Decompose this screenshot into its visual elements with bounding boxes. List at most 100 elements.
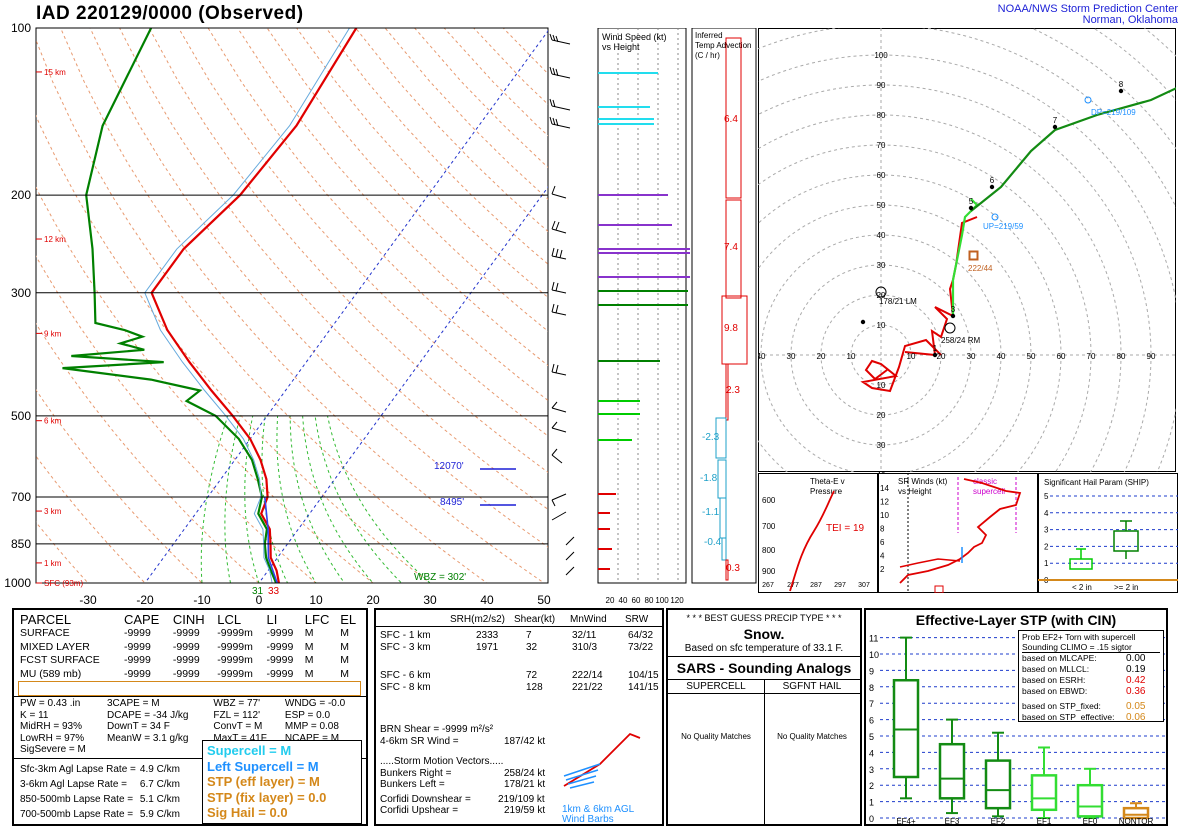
sr-winds-panel: SR Winds (kt) vs Height classic supercel… <box>878 473 1038 593</box>
dry-adiabat <box>237 28 548 367</box>
lapse-row: Sfc-3km Agl Lapse Rate = 4.9 C/km <box>20 762 184 777</box>
ws-bar <box>598 123 654 125</box>
ws-tick: 120 <box>670 596 684 605</box>
index-cell: DCAPE = -34 J/kg <box>107 709 189 721</box>
org-label: NOAA/NWS Storm Prediction Center Norman,… <box>998 4 1178 26</box>
wind-speed-title-2: vs Height <box>602 42 640 52</box>
ws-bar <box>598 439 632 441</box>
parcel-cell: FCST SURFACE <box>20 654 100 666</box>
index-cell: SigSevere = M <box>20 744 86 755</box>
kin-cell: 1971 <box>476 642 499 653</box>
sars-col-divider <box>764 679 765 824</box>
storm-motion-title: .....Storm Motion Vectors..... <box>380 756 504 767</box>
kin-cell: 64/32 <box>628 630 654 641</box>
wind-barbs-column <box>549 33 575 576</box>
hodo-marker-label: 3 <box>951 305 956 314</box>
hodo-marker <box>950 313 956 319</box>
stp-legend-row: based on STP_fixed: 0.05 <box>1022 701 1160 712</box>
sr-y-tick: 4 <box>880 552 885 561</box>
parcel-cell: -9999 <box>123 667 151 680</box>
index-row: SigSevere = M <box>20 744 365 756</box>
stp-box <box>938 742 966 800</box>
parcel-cell: -9999m <box>217 640 253 653</box>
dry-adiabat <box>355 28 548 233</box>
composite-line: Supercell = M <box>207 743 292 758</box>
kin-divider <box>376 626 662 627</box>
ws-bar <box>598 72 658 74</box>
mean-wind-label: 222/44 <box>968 264 993 273</box>
index-cell: ESP = 0.0 <box>284 709 331 721</box>
lapse-cell: 700-500mb Lapse Rate = <box>20 809 134 820</box>
parcel-cell: M <box>304 627 314 639</box>
hodo-x-tick: 30 <box>787 352 796 361</box>
sars-col1-text: No Quality Matches <box>681 732 751 741</box>
stp-box <box>1122 806 1150 820</box>
dry-adiabat <box>36 455 146 583</box>
stp-legend-value: 0.06 <box>1126 712 1146 723</box>
mu-highlight <box>18 681 361 696</box>
corfidi-up-label: Corfidi Upshear = <box>380 805 459 816</box>
ship-cat-ge2: >= 2 in <box>1114 583 1138 592</box>
ws-bar <box>598 194 668 196</box>
ship-y-tick: 5 <box>1044 492 1049 501</box>
stp-y-tick: 7 <box>869 699 874 709</box>
kin-cell: 222/14 <box>572 670 603 681</box>
temp-label--10: -10 <box>193 593 211 606</box>
ws-bar <box>598 528 610 530</box>
stp-legend-row: based on ESRH: 0.42 <box>1022 675 1160 686</box>
moist-adiabat <box>302 415 374 583</box>
annotation-wbz: WBZ = 302' <box>414 572 466 583</box>
ws-bar <box>598 413 640 415</box>
stp-category: EF1 <box>1037 817 1052 824</box>
kin-cell: 221/22 <box>572 682 603 693</box>
composite-line: Left Supercell = M <box>207 758 319 774</box>
dry-adiabat <box>36 322 260 583</box>
precip-note: Based on sfc temperature of 33.1 F. <box>684 643 844 654</box>
ws-tick: 100 <box>655 596 669 605</box>
ws-bar <box>598 400 640 402</box>
kin-cell: 128 <box>526 682 543 693</box>
lm-marker <box>875 286 887 298</box>
parcel-panel: PARCEL CAPE CINH LCL LI LFC EL SURFACE -9… <box>12 608 368 826</box>
parcel-cell: M <box>304 667 314 680</box>
theta-e-x-tick: 307 <box>858 582 870 589</box>
sars-title: SARS - Sounding Analogs <box>676 660 852 676</box>
sr-classic-label: classic <box>973 477 997 486</box>
hodograph-frame <box>758 28 1176 472</box>
stp-title: Effective-Layer STP (with CIN) <box>915 612 1117 628</box>
theta-e-title-2: Pressure <box>810 487 843 496</box>
temp-adv-bar <box>725 199 742 299</box>
pressure-label-700: 700 <box>11 490 31 504</box>
index-cell: WBZ = 77' <box>213 698 261 709</box>
ws-tick: 60 <box>632 596 641 605</box>
index-row: LowRH = 97% MeanW = 3.1 g/kg MaxT = 41F NCA… <box>20 733 365 745</box>
parcel-cell: -9999m <box>217 627 253 639</box>
isotherm <box>144 30 548 583</box>
moist-adiabat <box>200 415 229 583</box>
index-cell: MeanW = 3.1 g/kg <box>107 732 189 744</box>
hodo-x-tick: 70 <box>1087 352 1096 361</box>
pressure-label-1000: 1000 <box>4 576 31 590</box>
isotherm <box>258 186 548 583</box>
stp-category: EF0 <box>1083 817 1098 824</box>
dp-label: DP=219/109 <box>1091 108 1136 117</box>
kin-cell: 141/15 <box>628 682 659 693</box>
index-cell: ConvT = M <box>213 721 263 732</box>
parcel-cell: M <box>304 640 314 653</box>
bunkers-right-label: Bunkers Right = <box>380 768 452 779</box>
theta-e-y-tick: 700 <box>762 522 776 531</box>
parcel-cell: M <box>340 640 349 653</box>
lapse-cell: 5.1 C/km <box>139 794 180 805</box>
kin-h-srh: SRH(m2/s2) <box>450 614 506 625</box>
temp-adv-label: -1.1 <box>702 507 720 518</box>
moist-adiabat <box>327 415 431 583</box>
agl-wind-barbs <box>563 732 641 789</box>
lm-label: 178/21 LM <box>879 297 917 306</box>
series-temperature <box>150 28 358 583</box>
temp-label-10: 10 <box>309 593 323 606</box>
sr-wind-label: 4-6km SR Wind = <box>380 736 459 747</box>
parcel-cell: -9999m <box>217 654 253 666</box>
annotation-12070: 12070' <box>434 461 464 472</box>
dry-adiabat <box>384 28 548 200</box>
ws-bar <box>598 118 654 120</box>
